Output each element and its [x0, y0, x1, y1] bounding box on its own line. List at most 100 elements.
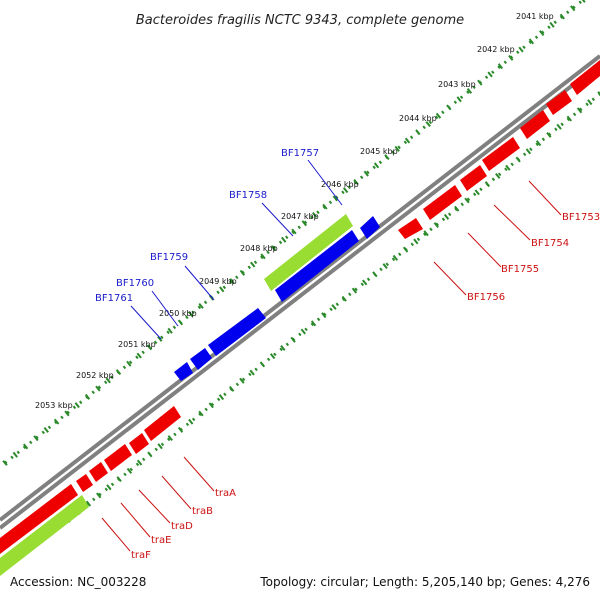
- scale-label: 2046 kbp: [321, 180, 359, 189]
- scale-tick: [290, 336, 296, 343]
- scale-tick: [167, 435, 173, 442]
- scale-label: 2044 kbp: [399, 114, 437, 123]
- gene-arrow: [460, 165, 487, 191]
- scale-tick: [363, 170, 369, 177]
- scale-label: 2043 kbp: [438, 80, 476, 89]
- reverse-genes-lower: [0, 406, 181, 554]
- scale-tick: [291, 228, 297, 235]
- scale-tick: [587, 99, 593, 106]
- leader-line: [120, 502, 151, 538]
- leader-line: [528, 180, 562, 216]
- feature-block: [264, 214, 353, 291]
- scale-tick: [74, 402, 80, 409]
- scale-labels: 2041 kbp 2042 kbp 2043 kbp 2044 kbp 2045…: [35, 12, 554, 410]
- gene-label: BF1756: [467, 292, 505, 303]
- leader-line: [161, 475, 192, 510]
- reverse-genes-upper: [398, 60, 600, 239]
- scale-tick: [322, 203, 328, 210]
- scale-tick: [413, 238, 419, 245]
- major-ticks-outer: [2, 0, 586, 466]
- reverse-gene-labels: BF1753 BF1754 BF1755 BF1756 traA traB tr…: [131, 212, 600, 561]
- gene-label: BF1757: [281, 148, 319, 159]
- scale-tick: [146, 344, 153, 351]
- leader-line: [130, 305, 162, 340]
- scale-tick: [353, 178, 359, 185]
- forward-gene-labels: BF1757 BF1758 BF1759 BF1760 BF1761: [95, 148, 319, 304]
- gene-label: traA: [215, 488, 236, 499]
- scale-tick: [116, 476, 122, 483]
- scale-tick: [157, 443, 163, 450]
- scale-tick: [115, 369, 122, 376]
- scale-tick: [402, 246, 409, 253]
- scale-tick: [404, 137, 411, 144]
- gene-arrow: [104, 444, 132, 471]
- scale-tick: [546, 131, 552, 138]
- scale-tick: [384, 154, 390, 161]
- scale-tick: [229, 385, 235, 392]
- scale-tick: [33, 435, 39, 442]
- scale-tick: [301, 220, 307, 227]
- scale-tick: [549, 21, 555, 28]
- leader-line: [183, 456, 215, 492]
- scale-tick: [497, 63, 504, 70]
- forward-label-leaders: [130, 159, 343, 340]
- scale-tick: [270, 245, 276, 252]
- major-ticks-inner: [65, 91, 600, 523]
- scale-tick: [281, 236, 287, 243]
- gene-label: traF: [131, 550, 151, 561]
- leader-line: [138, 489, 171, 524]
- scale-tick: [495, 172, 501, 179]
- map-title: Bacteroides fragilis NCTC 9343, complete…: [136, 13, 464, 28]
- accession-label: Accession: NC_003228: [10, 575, 146, 589]
- scale-tick: [157, 335, 163, 342]
- scale-tick: [487, 71, 493, 78]
- scale-tick: [106, 484, 112, 491]
- gene-label: BF1753: [562, 212, 600, 223]
- gene-label: BF1758: [229, 190, 267, 201]
- leader-line: [184, 265, 215, 301]
- gene-arrow: [546, 90, 572, 115]
- scale-tick: [23, 443, 29, 450]
- scale-tick: [539, 30, 545, 37]
- scale-tick: [341, 295, 347, 302]
- gene-arrow: [190, 348, 212, 370]
- scale-label: 2047 kbp: [281, 212, 319, 221]
- scale-tick: [105, 377, 111, 384]
- leader-line: [261, 202, 294, 237]
- gene-label: BF1754: [531, 238, 569, 249]
- scale-tick: [425, 121, 431, 128]
- scale-tick: [597, 91, 600, 96]
- scale-tick: [96, 492, 102, 499]
- leader-line: [307, 159, 343, 206]
- scale-label: 2049 kbp: [199, 277, 237, 286]
- feature-block: [0, 495, 89, 576]
- scale-label: 2052 kbp: [76, 371, 114, 380]
- scale-tick: [310, 320, 317, 327]
- leader-line: [151, 290, 179, 327]
- scale-tick: [250, 261, 256, 268]
- scale-tick: [570, 5, 576, 12]
- scale-tick: [525, 148, 532, 155]
- scale-tick: [556, 123, 562, 130]
- gene-arrow: [208, 308, 266, 356]
- scale-tick: [342, 187, 349, 194]
- gene-label: traD: [171, 521, 193, 532]
- gene-arrow: [570, 60, 600, 95]
- scale-tick: [177, 426, 184, 433]
- gene-arrow: [360, 216, 380, 239]
- scale-label: 2042 kbp: [477, 45, 515, 54]
- gene-label: traB: [192, 506, 213, 517]
- scale-tick: [466, 87, 473, 94]
- leader-line: [493, 204, 531, 241]
- scale-label: 2050 kbp: [159, 309, 197, 318]
- scale-tick: [351, 287, 358, 294]
- gene-arrow: [275, 230, 359, 302]
- genome-backbone-outer: [0, 54, 600, 522]
- scale-tick: [435, 112, 442, 119]
- scale-tick: [12, 451, 18, 458]
- scale-tick: [535, 140, 542, 147]
- leader-line: [433, 261, 467, 296]
- scale-tick: [126, 467, 133, 474]
- scale-tick: [372, 271, 378, 278]
